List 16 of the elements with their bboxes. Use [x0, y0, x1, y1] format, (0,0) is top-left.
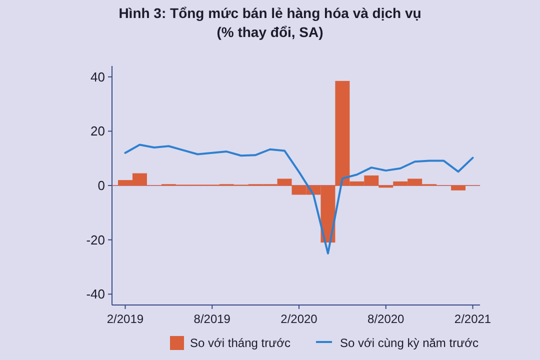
chart-title: Hình 3: Tổng mức bán lẻ hàng hóa và dịch vụ	[118, 5, 422, 21]
chart-subtitle: (% thay đổi, SA)	[216, 24, 324, 40]
bar	[451, 186, 466, 190]
legend-label: So với cùng kỳ năm trước	[340, 336, 478, 350]
legend-label: So với tháng trước	[190, 336, 290, 350]
x-tick-label: 2/2019	[106, 312, 144, 326]
y-tick-label: -40	[86, 286, 105, 302]
x-tick-label: 2/2021	[454, 312, 492, 326]
y-tick-label: 0	[98, 178, 105, 194]
x-tick-label: 8/2019	[194, 312, 231, 326]
y-tick-label: 20	[90, 124, 105, 139]
x-tick-label: 8/2020	[368, 312, 405, 326]
y-tick-label: -20	[86, 232, 105, 248]
x-tick-label: 2/2020	[280, 312, 318, 326]
y-tick-label: 40	[90, 69, 105, 84]
line-series	[124, 144, 474, 254]
